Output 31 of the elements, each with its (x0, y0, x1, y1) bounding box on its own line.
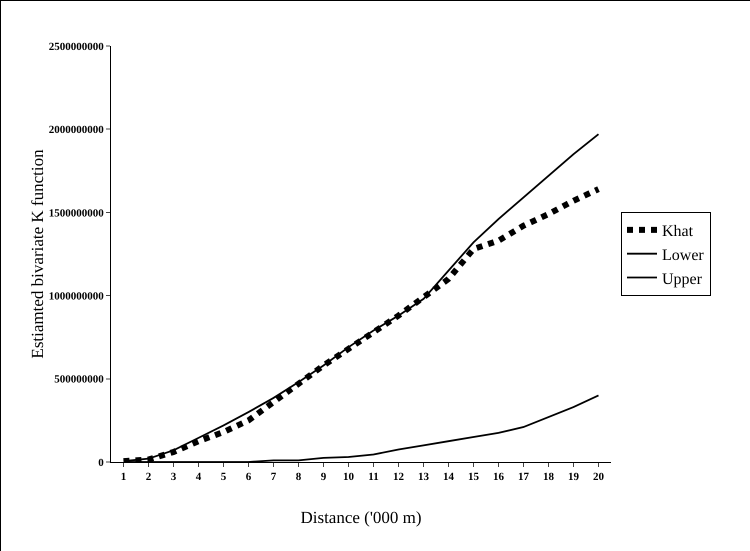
y-tick-label: 500000000 (54, 374, 104, 386)
legend-label: Lower (662, 246, 704, 264)
x-tick-label: 15 (468, 471, 480, 484)
x-tick-label: 6 (246, 471, 252, 484)
x-tick-label: 8 (296, 471, 302, 484)
x-tick-label: 16 (493, 471, 504, 484)
x-tick-label: 19 (568, 471, 580, 484)
y-tick-label: 1500000000 (48, 207, 104, 220)
x-tick-label: 7 (270, 471, 277, 484)
x-tick-label: 1 (120, 471, 126, 484)
x-tick-label: 20 (593, 471, 604, 484)
x-tick-label: 3 (170, 471, 177, 484)
x-tick-label: 13 (418, 471, 430, 484)
x-tick-label: 11 (368, 471, 379, 484)
x-tick-label: 4 (196, 471, 202, 484)
y-tick-label: 1000000000 (48, 290, 104, 302)
y-tick-label: 2000000000 (48, 124, 104, 136)
y-tick-label: 2500000000 (48, 40, 104, 53)
x-tick-label: 12 (393, 471, 404, 484)
x-tick-label: 9 (320, 471, 327, 484)
x-tick-label: 18 (543, 471, 554, 484)
x-tick-label: 2 (146, 471, 152, 484)
x-tick-label: 14 (443, 471, 454, 484)
legend-label: Khat (662, 223, 694, 240)
x-tick-label: 17 (518, 471, 530, 484)
x-axis-title: Distance ('000 m) (300, 508, 422, 527)
x-tick-label: 10 (343, 471, 354, 484)
legend-label: Upper (662, 270, 703, 288)
y-tick-label: 0 (98, 456, 104, 469)
y-axis-title: Estiamted bivariate K function (28, 148, 47, 359)
x-tick-label: 5 (220, 471, 227, 484)
